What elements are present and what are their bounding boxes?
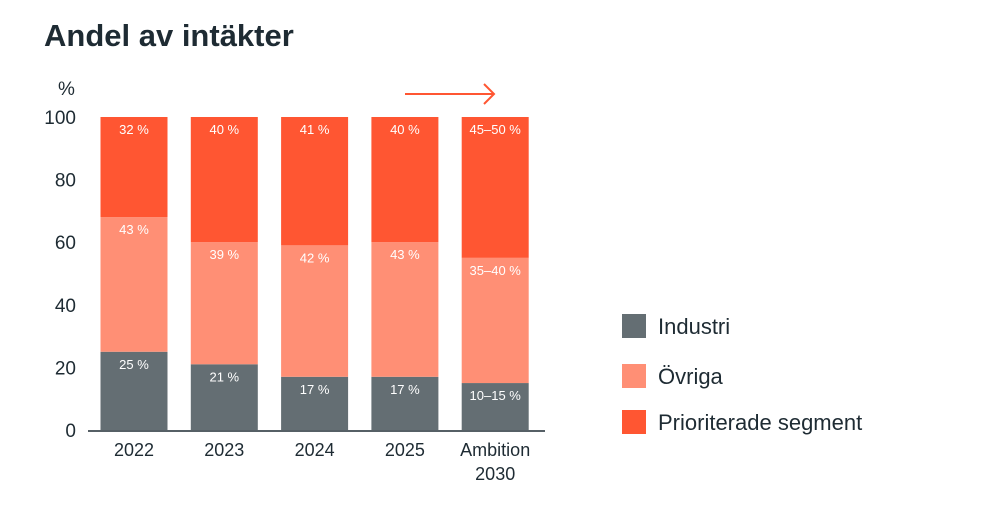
y-tick-label: 20 <box>55 358 76 379</box>
arrow-right-icon <box>405 83 496 105</box>
data-label: 21 % <box>209 369 239 384</box>
x-tick-label: 2025 <box>385 440 425 460</box>
legend-item: Prioriterade segment <box>622 410 862 435</box>
data-label: 35–40 % <box>470 263 522 278</box>
chart-title: Andel av intäkter <box>44 18 294 53</box>
legend-swatch <box>622 410 646 434</box>
y-tick-label: 100 <box>44 108 76 129</box>
bar-segment <box>281 376 349 430</box>
bar-segment <box>281 245 349 377</box>
bar-segment <box>100 217 168 352</box>
x-tick-label: 2030 <box>475 464 515 484</box>
y-tick-label: 0 <box>65 421 76 442</box>
x-tick-label: 2023 <box>204 440 244 460</box>
bar-segment <box>371 376 439 430</box>
data-label: 42 % <box>300 250 330 265</box>
data-label: 41 % <box>300 122 330 137</box>
data-label: 40 % <box>390 122 420 137</box>
y-tick-label: 80 <box>55 171 76 192</box>
legend-swatch <box>622 314 646 338</box>
y-tick-label: 40 <box>55 296 76 317</box>
data-label: 43 % <box>119 222 149 237</box>
x-tick-label: 2024 <box>295 440 335 460</box>
bar-segment <box>100 117 168 218</box>
y-axis-label: % <box>58 79 75 100</box>
y-tick-label: 60 <box>55 233 76 254</box>
bar-segment <box>190 242 258 365</box>
legend-label: Prioriterade segment <box>658 410 862 435</box>
legend-swatch <box>622 364 646 388</box>
bar-segment <box>100 351 168 430</box>
data-label: 25 % <box>119 357 149 372</box>
x-tick-label: Ambition <box>460 440 530 460</box>
data-label: 39 % <box>209 247 239 262</box>
data-label: 40 % <box>209 122 239 137</box>
data-label: 10–15 % <box>470 388 522 403</box>
legend-item: Industri <box>622 314 730 339</box>
bar-segment <box>190 117 258 243</box>
legend-item: Övriga <box>622 364 724 389</box>
bar-segment <box>461 117 529 258</box>
data-label: 17 % <box>300 382 330 397</box>
data-label: 32 % <box>119 122 149 137</box>
bar-segment <box>461 383 529 430</box>
legend-label: Övriga <box>658 364 724 389</box>
legend-label: Industri <box>658 314 730 339</box>
data-label: 43 % <box>390 247 420 262</box>
data-label: 45–50 % <box>470 122 522 137</box>
x-tick-label: 2022 <box>114 440 154 460</box>
bar-segment <box>371 242 439 377</box>
data-label: 17 % <box>390 382 420 397</box>
bar-segment <box>190 364 258 430</box>
bar-segment <box>371 117 439 243</box>
bar-segment <box>281 117 349 246</box>
bar-segment <box>461 257 529 384</box>
